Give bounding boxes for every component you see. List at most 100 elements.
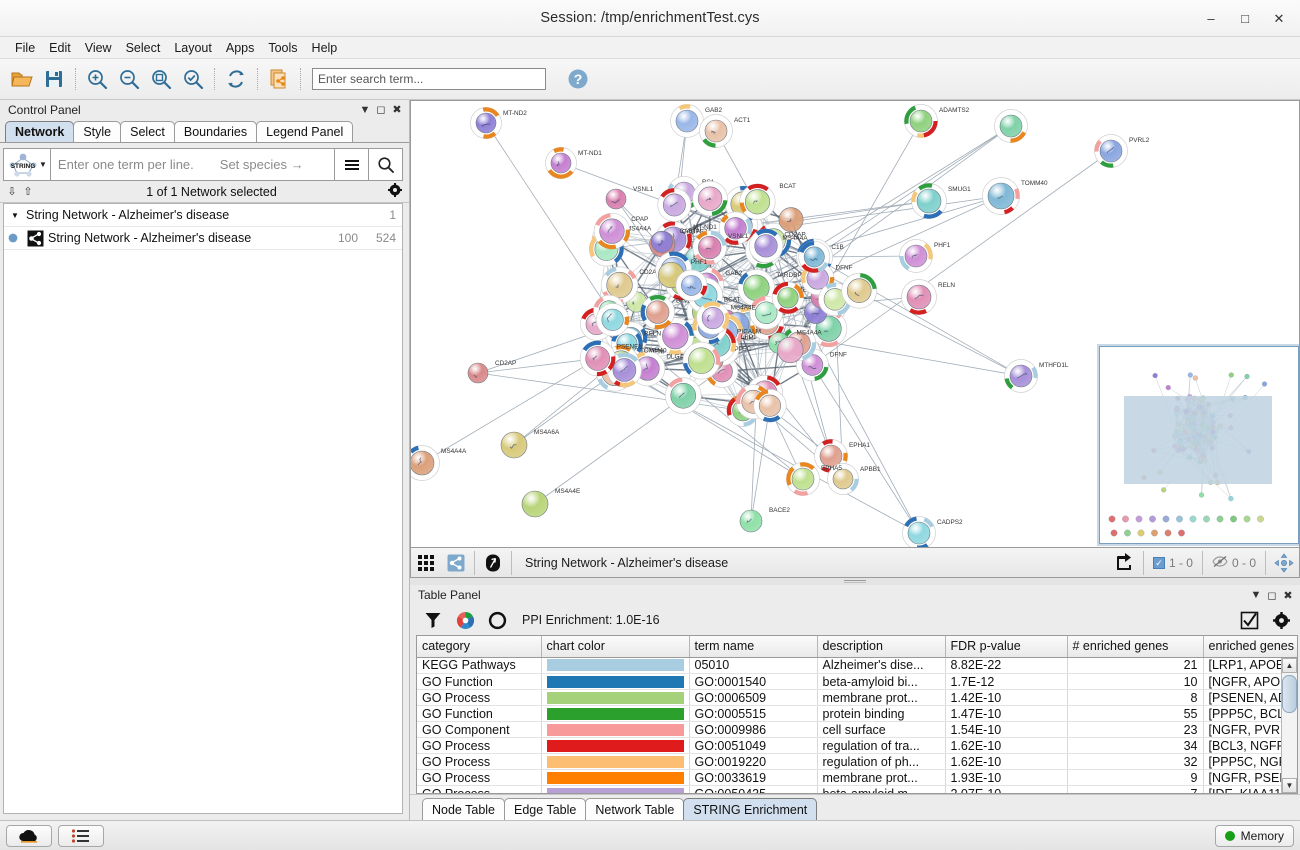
enrichment-table-body-scroll[interactable]: KEGG Pathways 05010 Alzheimer's dise... 8.8…: [417, 657, 1297, 793]
node-sphere[interactable]: [704, 119, 728, 143]
open-folder-icon[interactable]: [6, 63, 38, 95]
network-node[interactable]: GAB2: [670, 104, 723, 138]
node-sphere[interactable]: [999, 114, 1023, 138]
node-sphere[interactable]: [904, 244, 928, 268]
save-icon[interactable]: [38, 63, 70, 95]
node-sphere[interactable]: [645, 300, 670, 324]
node-sphere[interactable]: [791, 467, 815, 491]
network-node[interactable]: [595, 303, 630, 337]
zoom-selected-icon[interactable]: [177, 63, 209, 95]
network-node[interactable]: MT-ND2: [470, 107, 528, 139]
annotation-icon[interactable]: [478, 550, 508, 576]
collapse-all-icon[interactable]: ⇩: [7, 186, 17, 198]
network-node[interactable]: [771, 281, 805, 314]
refresh-icon[interactable]: [220, 63, 252, 95]
close-button[interactable]: ✕: [1273, 10, 1285, 26]
network-node[interactable]: MS4A4A: [411, 445, 467, 481]
node-sphere[interactable]: [1099, 139, 1123, 163]
node-sphere[interactable]: [475, 112, 497, 134]
network-node[interactable]: [778, 207, 804, 233]
node-sphere[interactable]: [662, 193, 686, 217]
donut-chart-icon[interactable]: [484, 608, 510, 632]
table-row[interactable]: GO Process GO:0050435beta-amyloid m...2.0…: [417, 785, 1297, 793]
menu-layout[interactable]: Layout: [174, 40, 212, 55]
node-sphere[interactable]: [906, 284, 932, 310]
network-node[interactable]: [675, 269, 708, 302]
table-row[interactable]: GO Process GO:0019220 regulation of ph... 1…: [417, 753, 1297, 770]
network-node[interactable]: PSENEN: [579, 340, 643, 377]
scroll-down-arrow-icon[interactable]: ▼: [1282, 778, 1297, 793]
network-node[interactable]: MS4A4E: [696, 301, 756, 335]
node-sphere[interactable]: [815, 315, 842, 342]
network-node[interactable]: CPAP: [593, 212, 648, 250]
network-node[interactable]: CASTN: [651, 228, 702, 253]
table-vertical-scrollbar[interactable]: ▲ ▼: [1281, 657, 1297, 793]
network-node[interactable]: ACT1: [699, 114, 751, 148]
network-canvas[interactable]: MT-ND2MT-ND1VSNL1CD2APMS4A4AMS4A6AMS4A4E…: [411, 101, 1299, 547]
export-image-icon[interactable]: [1110, 550, 1140, 576]
column-header-enriched-count[interactable]: # enriched genes: [1067, 636, 1204, 658]
menu-tools[interactable]: Tools: [268, 40, 298, 55]
network-node[interactable]: [739, 183, 776, 220]
node-sphere[interactable]: [907, 521, 931, 545]
network-node[interactable]: [753, 389, 787, 423]
network-node[interactable]: EPHA5: [786, 462, 843, 496]
column-header-category[interactable]: category: [417, 636, 542, 658]
node-sphere[interactable]: [777, 287, 799, 309]
help-icon[interactable]: ?: [562, 63, 594, 95]
enrichment-table-body[interactable]: KEGG Pathways 05010 Alzheimer's dise... 8.8…: [417, 657, 1297, 793]
network-node[interactable]: APBB1: [827, 463, 882, 495]
string-term-input[interactable]: Enter one term per line. Set species →: [51, 157, 334, 172]
network-node[interactable]: MS4A4E: [521, 488, 580, 518]
node-sphere[interactable]: [755, 301, 778, 324]
zoom-in-icon[interactable]: [81, 63, 113, 95]
network-node[interactable]: C1B: [798, 240, 844, 273]
node-sphere[interactable]: [550, 152, 572, 174]
control-panel-close-icon[interactable]: ✖: [392, 104, 402, 116]
network-node[interactable]: [841, 272, 878, 309]
hamburger-icon[interactable]: [335, 158, 368, 172]
string-species-dropdown-icon[interactable]: ▼: [39, 160, 47, 169]
network-nodes[interactable]: MT-ND2MT-ND1VSNL1CD2APMS4A4AMS4A6AMS4A4E…: [411, 104, 1150, 548]
string-set-species-link[interactable]: Set species →: [219, 157, 304, 172]
minimize-button[interactable]: –: [1207, 11, 1215, 26]
table-panel-dropdown-icon[interactable]: ▼: [1250, 589, 1262, 601]
node-sphere[interactable]: [411, 450, 435, 476]
control-panel-float-icon[interactable]: ◻: [376, 104, 386, 116]
network-node[interactable]: [664, 377, 702, 415]
node-sphere[interactable]: [777, 336, 804, 364]
tab-node-table[interactable]: Node Table: [422, 798, 506, 820]
hidden-node-count[interactable]: 0 - 0: [1206, 555, 1262, 571]
node-sphere[interactable]: [601, 308, 624, 331]
network-node[interactable]: BIN1: [640, 294, 691, 330]
tab-network-table[interactable]: Network Table: [585, 798, 685, 820]
network-node[interactable]: MS4A6A: [500, 429, 560, 459]
column-header-description[interactable]: description: [817, 636, 946, 658]
node-sphere[interactable]: [819, 444, 843, 468]
network-node[interactable]: MT-ND1: [545, 147, 603, 179]
network-node[interactable]: CD2AP: [467, 360, 516, 384]
search-input[interactable]: Enter search term...: [312, 68, 546, 90]
scrollbar-track[interactable]: [1282, 672, 1297, 778]
node-sphere[interactable]: [754, 234, 778, 258]
node-sphere[interactable]: [675, 109, 699, 133]
export-network-icon[interactable]: [263, 63, 295, 95]
tab-network[interactable]: Network: [5, 121, 75, 142]
table-row[interactable]: GO Function GO:0001540 beta-amyloid bi... 1…: [417, 673, 1297, 690]
node-sphere[interactable]: [606, 271, 633, 299]
gear-icon[interactable]: [1268, 608, 1294, 632]
zoom-out-icon[interactable]: [113, 63, 145, 95]
menu-file[interactable]: File: [15, 40, 36, 55]
memory-button[interactable]: Memory: [1214, 824, 1294, 847]
tab-select[interactable]: Select: [120, 121, 175, 142]
network-node[interactable]: MTHFD1L: [1004, 359, 1069, 393]
node-sphere[interactable]: [701, 306, 724, 330]
node-sphere[interactable]: [987, 182, 1015, 210]
tab-string-enrichment[interactable]: STRING Enrichment: [683, 798, 818, 820]
search-icon[interactable]: [369, 156, 402, 174]
network-tree[interactable]: ▼ String Network - Alzheimer's disease 1…: [3, 203, 403, 814]
table-panel-close-icon[interactable]: ✖: [1283, 589, 1293, 602]
node-sphere[interactable]: [744, 189, 771, 215]
menu-view[interactable]: View: [84, 40, 112, 55]
enrichment-table-container[interactable]: category chart color term name descripti…: [416, 635, 1298, 794]
